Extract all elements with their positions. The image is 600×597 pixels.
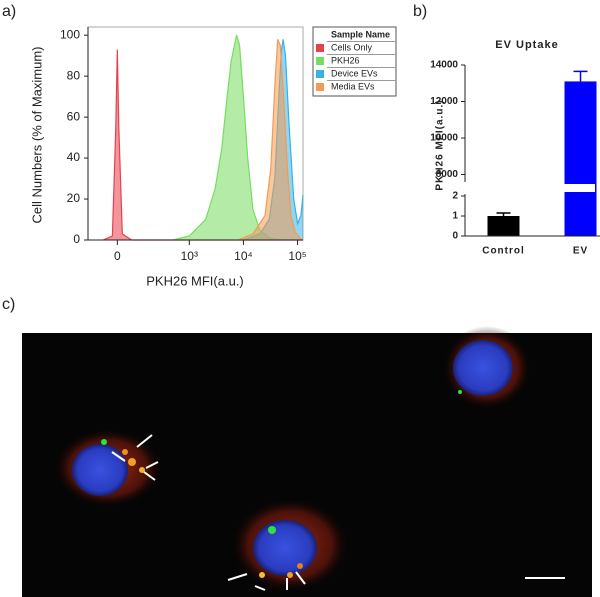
panel-label: a) — [2, 3, 16, 20]
x-tick-label: 10⁵ — [288, 249, 306, 263]
y-tick-label: 40 — [67, 150, 81, 164]
panel-label: b) — [413, 3, 427, 20]
x-tick-label: Control — [482, 246, 525, 257]
y-tick-label: 14000 — [430, 60, 458, 71]
x-tick-label: EV — [573, 246, 588, 257]
y-tick-label: 2 — [452, 191, 458, 202]
y-tick-label: 8000 — [436, 169, 459, 180]
area-line — [172, 35, 282, 241]
legend-box — [312, 26, 397, 97]
y-tick-label: 60 — [67, 109, 81, 123]
area-fill — [238, 39, 303, 240]
bar — [564, 81, 597, 236]
legend-swatch — [316, 44, 324, 52]
y-axis-label: PKH26 MFI(a.u.) — [435, 99, 446, 190]
legend-label: Media EVs — [331, 81, 375, 91]
legend-title: Sample Name — [331, 29, 390, 39]
axis-break — [455, 184, 595, 192]
legend-swatch — [316, 57, 324, 65]
x-axis-label: PKH26 MFI(a.u.) — [146, 273, 244, 288]
legend-swatch — [316, 70, 324, 78]
y-tick-label: 100 — [60, 27, 80, 41]
y-tick-label: 10000 — [430, 133, 458, 144]
micrograph — [22, 326, 592, 597]
area-fill — [173, 35, 282, 241]
x-tick-label: 10³ — [181, 249, 198, 263]
bar — [487, 216, 520, 236]
y-tick-label: 0 — [452, 231, 458, 242]
chart-title: EV Uptake — [495, 39, 558, 51]
y-axis-label: Cell Numbers (% of Maximum) — [29, 47, 44, 224]
y-tick-label: 0 — [73, 232, 80, 246]
legend-label: PKH26 — [331, 55, 360, 65]
y-tick-label: 80 — [67, 68, 81, 82]
legend: Sample Name Cells Only PKH26 Device EVs Medi… — [312, 26, 397, 97]
panel-label: c) — [2, 296, 15, 313]
y-tick-label: 20 — [67, 191, 81, 205]
y-tick-label: 12000 — [430, 96, 458, 107]
legend-label: Device EVs — [331, 68, 378, 78]
area-line — [237, 39, 304, 241]
legend-swatch — [316, 83, 324, 91]
x-tick-label: 0 — [114, 249, 121, 263]
y-tick-label: 1 — [452, 211, 458, 222]
legend-label: Cells Only — [331, 42, 373, 52]
x-tick-label: 10⁴ — [234, 249, 253, 263]
